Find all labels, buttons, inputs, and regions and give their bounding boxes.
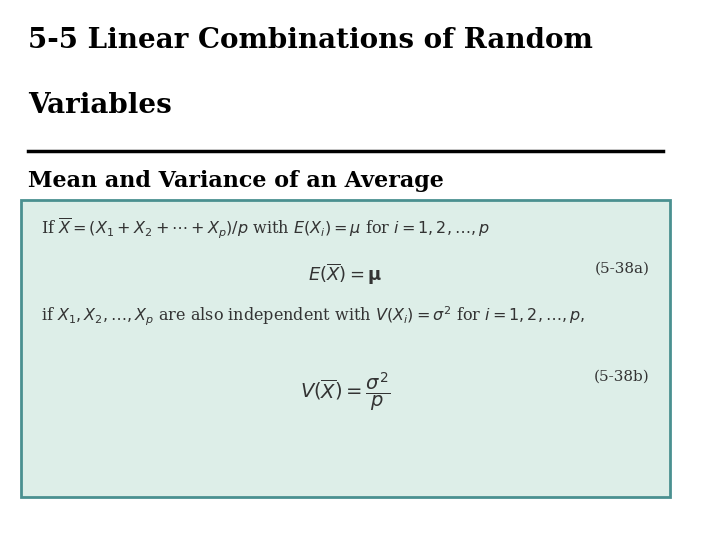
Text: $V(\overline{X}) = \dfrac{\sigma^2}{p}$: $V(\overline{X}) = \dfrac{\sigma^2}{p}$ <box>300 370 390 413</box>
Text: if $X_1, X_2, \ldots, X_p$ are also independent with $V(X_i) = \sigma^2$ for $i : if $X_1, X_2, \ldots, X_p$ are also inde… <box>42 305 585 328</box>
Text: (5-38b): (5-38b) <box>593 370 649 384</box>
Text: If $\overline{X} = (X_1 + X_2 + \cdots + X_p)/p$ with $E(X_i) = \mu$ for $i = 1,: If $\overline{X} = (X_1 + X_2 + \cdots +… <box>42 216 490 240</box>
Text: (5-38a): (5-38a) <box>594 262 649 276</box>
Text: 5-5 Linear Combinations of Random: 5-5 Linear Combinations of Random <box>27 27 593 54</box>
FancyBboxPatch shape <box>21 200 670 497</box>
Text: Variables: Variables <box>27 92 171 119</box>
Text: $E(\overline{X}) = \mathbf{\mu}$: $E(\overline{X}) = \mathbf{\mu}$ <box>308 262 382 287</box>
Text: Mean and Variance of an Average: Mean and Variance of an Average <box>27 170 444 192</box>
